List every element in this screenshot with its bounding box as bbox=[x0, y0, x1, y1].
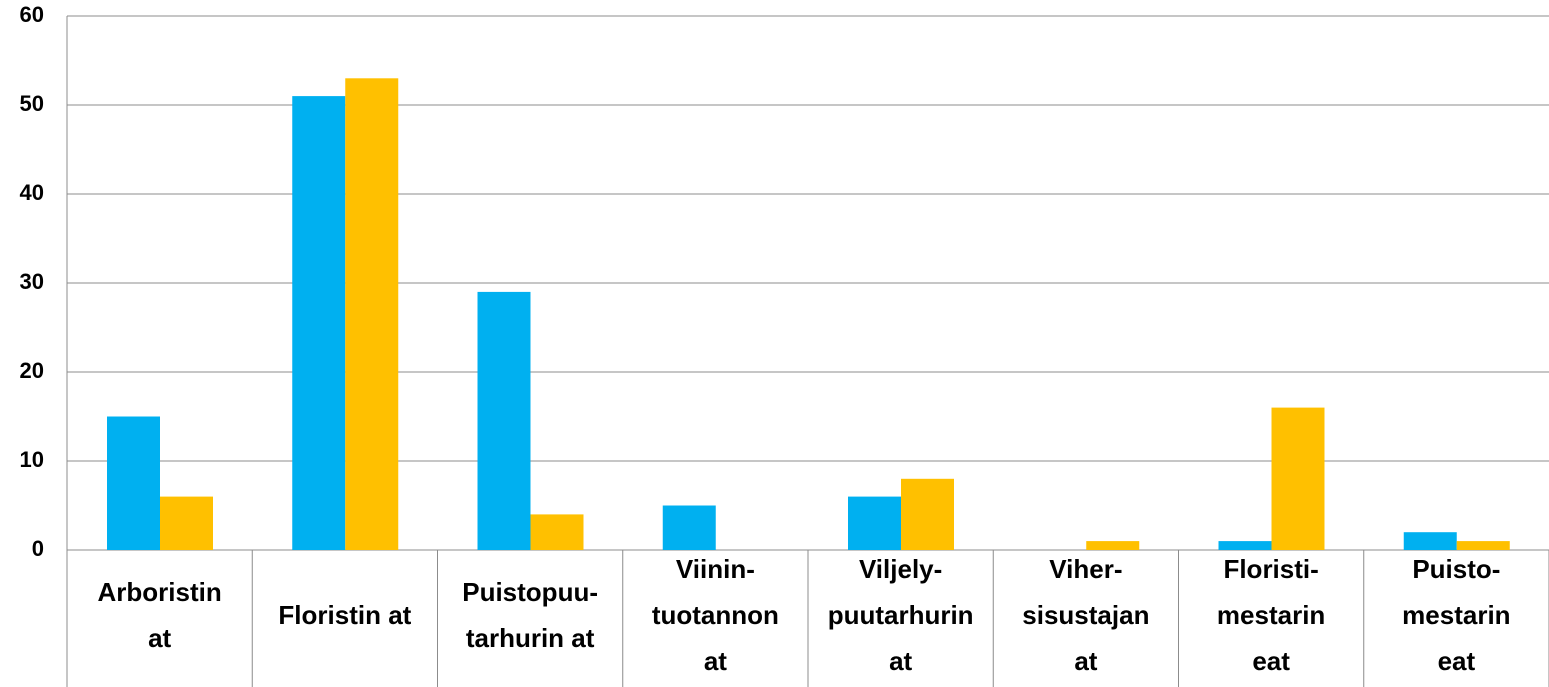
bar bbox=[107, 416, 160, 550]
y-tick-label: 30 bbox=[20, 269, 44, 294]
bar bbox=[662, 505, 716, 550]
bar bbox=[345, 78, 399, 551]
x-tick-label: Viher- bbox=[1049, 554, 1122, 584]
x-tick-label: at bbox=[704, 646, 727, 676]
x-tick-label: tarhurin at bbox=[466, 623, 595, 653]
bar bbox=[1456, 541, 1510, 550]
y-tick-label: 0 bbox=[32, 536, 44, 561]
x-tick-label: Arboristin bbox=[98, 577, 222, 607]
x-tick-label: puutarhurin bbox=[828, 600, 974, 630]
x-tick-label: at bbox=[889, 646, 912, 676]
x-tick-label: sisustajan bbox=[1022, 600, 1149, 630]
y-tick-label: 40 bbox=[20, 180, 44, 205]
x-tick-label: at bbox=[148, 623, 171, 653]
bar bbox=[1218, 541, 1272, 550]
bar bbox=[292, 96, 346, 550]
x-tick-label: at bbox=[1074, 646, 1097, 676]
y-tick-label: 10 bbox=[20, 447, 44, 472]
y-tick-label: 50 bbox=[20, 91, 44, 116]
x-tick-label: mestarin bbox=[1217, 600, 1325, 630]
y-tick-label: 60 bbox=[20, 2, 44, 27]
bar bbox=[848, 496, 901, 550]
x-tick-label: Viljely- bbox=[859, 554, 942, 584]
y-tick-label: 20 bbox=[20, 358, 44, 383]
x-tick-label: tuotannon bbox=[652, 600, 779, 630]
x-tick-label: eat bbox=[1252, 646, 1290, 676]
bar bbox=[1086, 541, 1140, 550]
x-tick-label: Viinin- bbox=[676, 554, 755, 584]
bar bbox=[1403, 532, 1457, 550]
bar bbox=[901, 478, 954, 550]
x-tick-label: Floristin at bbox=[278, 600, 411, 630]
x-tick-label: eat bbox=[1438, 646, 1476, 676]
bar bbox=[477, 291, 531, 550]
bar bbox=[160, 496, 213, 550]
bar bbox=[1271, 407, 1325, 550]
x-tick-label: Puisto- bbox=[1412, 554, 1500, 584]
bar bbox=[530, 514, 584, 550]
x-tick-label: Puistopuu- bbox=[462, 577, 598, 607]
x-tick-label: Floristi- bbox=[1223, 554, 1318, 584]
x-tick-label: mestarin bbox=[1402, 600, 1510, 630]
